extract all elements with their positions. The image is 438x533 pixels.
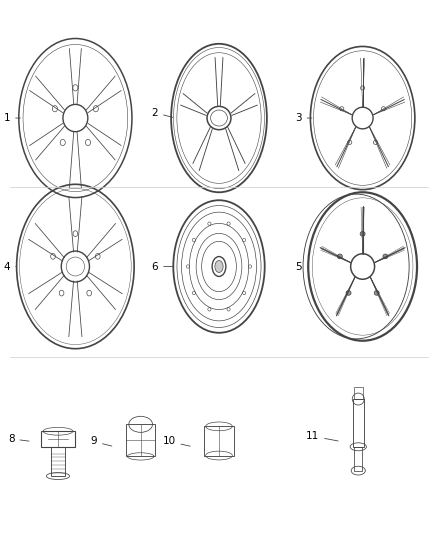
- Bar: [50, 447, 65, 476]
- Text: 1: 1: [4, 113, 21, 123]
- Text: 2: 2: [152, 108, 173, 118]
- Text: 11: 11: [306, 431, 338, 441]
- Circle shape: [85, 140, 91, 146]
- Circle shape: [60, 140, 65, 146]
- Ellipse shape: [337, 254, 343, 259]
- Text: 4: 4: [4, 262, 16, 271]
- Text: 8: 8: [8, 434, 29, 444]
- Circle shape: [93, 106, 99, 112]
- Ellipse shape: [215, 261, 223, 272]
- Text: 5: 5: [295, 262, 307, 271]
- Circle shape: [95, 254, 100, 259]
- Text: 3: 3: [295, 113, 312, 123]
- Circle shape: [73, 231, 78, 237]
- Bar: [354, 447, 362, 471]
- Text: 10: 10: [162, 437, 190, 447]
- Circle shape: [51, 254, 55, 259]
- Circle shape: [73, 85, 78, 91]
- Circle shape: [59, 290, 64, 296]
- Ellipse shape: [360, 231, 365, 236]
- Bar: [42, 431, 74, 447]
- Bar: [353, 399, 364, 447]
- Bar: [354, 387, 363, 399]
- Ellipse shape: [346, 290, 351, 295]
- Bar: [126, 424, 155, 456]
- Ellipse shape: [374, 290, 379, 295]
- Circle shape: [87, 290, 92, 296]
- Ellipse shape: [383, 254, 388, 259]
- Circle shape: [53, 106, 57, 112]
- Text: 9: 9: [91, 437, 112, 447]
- Bar: [204, 426, 234, 456]
- Text: 6: 6: [152, 262, 173, 271]
